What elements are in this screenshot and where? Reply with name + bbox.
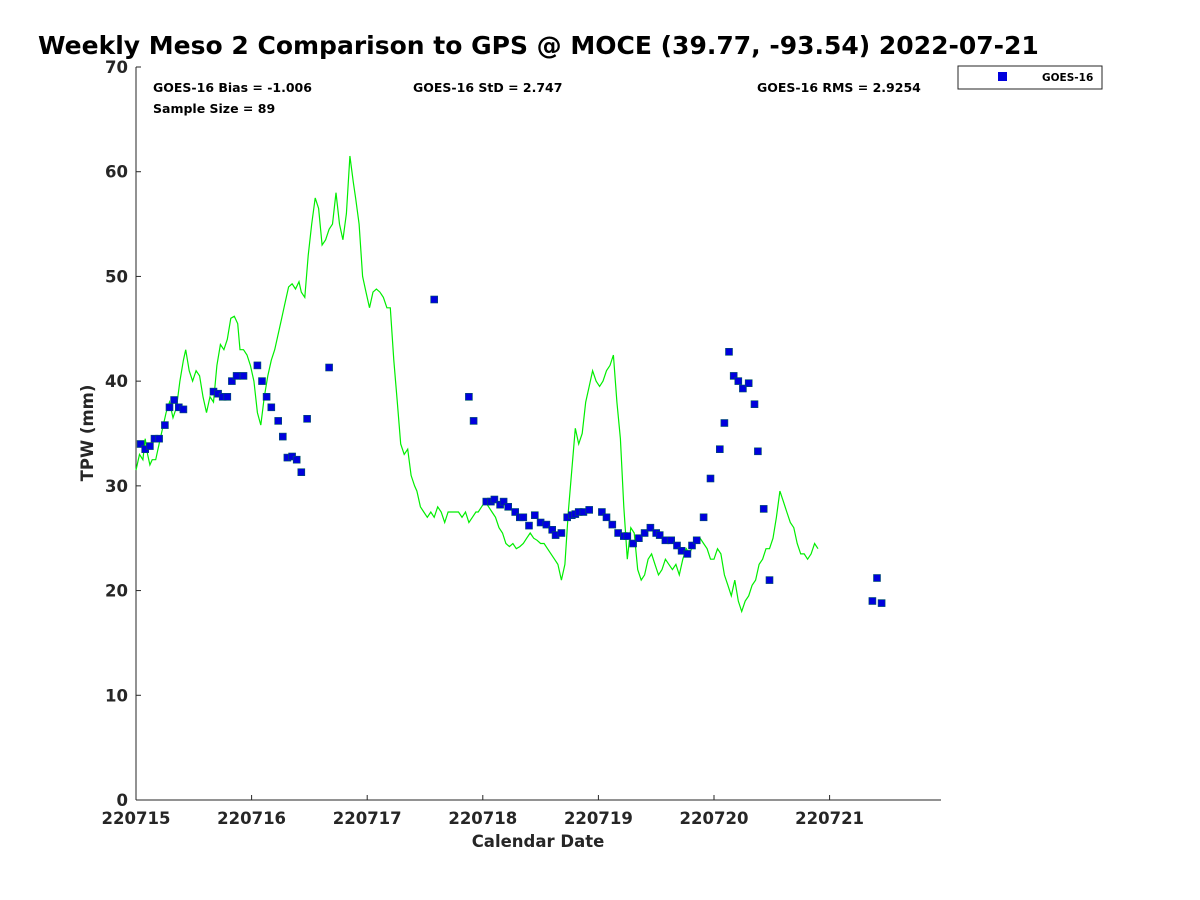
goes-point (530, 511, 539, 520)
goes-point (542, 520, 551, 529)
goes-point (750, 400, 759, 409)
y-tick-label: 20 (105, 582, 128, 601)
stat-sample-size: Sample Size = 89 (153, 101, 275, 116)
goes-point (161, 421, 169, 429)
goes-point (734, 377, 743, 385)
goes-point (877, 599, 886, 607)
stat-bias: GOES-16 Bias = -1.006 (153, 80, 312, 95)
goes-point (754, 447, 762, 456)
goes-point (598, 508, 606, 516)
goes-point (765, 576, 774, 584)
goes-point (729, 372, 738, 380)
goes-point (739, 384, 747, 393)
x-tick-label: 220719 (564, 809, 633, 828)
y-tick-label: 0 (117, 791, 128, 810)
goes-point (499, 497, 508, 506)
x-tick-label: 220715 (102, 809, 171, 828)
gps-series-line (135, 155, 819, 614)
goes-point (146, 442, 154, 450)
x-tick-label: 220718 (448, 809, 517, 828)
goes-point (640, 529, 649, 537)
goes-point (490, 495, 499, 504)
gps-series (135, 155, 819, 614)
goes-point (602, 513, 611, 522)
goes-point (667, 536, 676, 545)
x-axis-label: Calendar Date (472, 832, 605, 851)
legend-label: GOES-16 (1042, 72, 1093, 84)
goes-point (868, 597, 877, 605)
y-tick-label: 30 (105, 477, 128, 496)
goes-point (253, 361, 262, 370)
goes-point (635, 534, 643, 543)
y-ticks: 0 10 20 30 40 50 60 70 (105, 58, 141, 810)
goes-point (239, 372, 248, 380)
goes-point (629, 539, 637, 548)
goes-point (232, 372, 241, 380)
x-tick-label: 220720 (680, 809, 749, 828)
y-tick-label: 50 (105, 267, 128, 286)
y-tick-label: 40 (105, 372, 128, 391)
goes-point (136, 440, 145, 448)
goes-point (469, 417, 478, 425)
legend-marker (998, 72, 1007, 81)
x-tick-label: 220717 (333, 809, 402, 828)
goes-point (170, 396, 178, 404)
chart-title: Weekly Meso 2 Comparison to GPS @ MOCE (… (38, 31, 1039, 60)
goes-point (873, 574, 881, 582)
goes-point (179, 405, 188, 414)
goes-point (303, 414, 311, 423)
x-tick-label: 220716 (217, 809, 286, 828)
stat-rms: GOES-16 RMS = 2.9254 (757, 80, 921, 95)
goes-point (297, 468, 306, 477)
goes-point (557, 529, 566, 537)
goes-point (623, 532, 632, 540)
x-ticks: 220715 220716 220717 220718 220719 220720 2207… (102, 795, 864, 828)
goes-point (258, 377, 266, 385)
legend-box (957, 65, 1103, 90)
goes-point (504, 502, 513, 511)
x-tick-label: 220721 (795, 809, 864, 828)
goes-point (325, 363, 333, 372)
goes-point (519, 513, 528, 522)
y-tick-label: 60 (105, 163, 128, 182)
goes-point (688, 541, 696, 550)
goes-point (278, 432, 287, 441)
goes-point (430, 295, 439, 304)
goes-point (155, 434, 163, 443)
goes-point (223, 392, 232, 401)
goes-point (744, 379, 753, 388)
goes-point (673, 541, 681, 550)
plot-area (135, 67, 941, 801)
stat-std: GOES-16 StD = 2.747 (413, 80, 562, 95)
y-axis-label: TPW (mm) (78, 385, 97, 482)
goes-point (274, 417, 283, 425)
goes-point (267, 403, 276, 412)
goes-point (699, 513, 708, 522)
goes-point (608, 520, 617, 529)
goes-point (706, 474, 715, 483)
goes-point (725, 347, 733, 356)
goes-point (720, 419, 729, 427)
goes-point (585, 506, 594, 514)
goes-point (465, 392, 473, 401)
goes-point (683, 550, 692, 558)
goes-point (759, 505, 768, 513)
goes-point (511, 508, 520, 516)
goes-point (165, 403, 174, 412)
legend: GOES-16 (957, 65, 1103, 90)
y-tick-label: 10 (105, 686, 128, 705)
goes-point (228, 377, 236, 385)
goes-point (262, 392, 271, 401)
goes-point (646, 523, 655, 532)
y-tick-label: 70 (105, 58, 128, 77)
goes-point (292, 455, 301, 464)
goes-point (715, 445, 724, 454)
goes-point (525, 521, 533, 530)
goes-series (136, 295, 886, 607)
goes-point (655, 531, 664, 539)
goes-point (692, 536, 701, 545)
